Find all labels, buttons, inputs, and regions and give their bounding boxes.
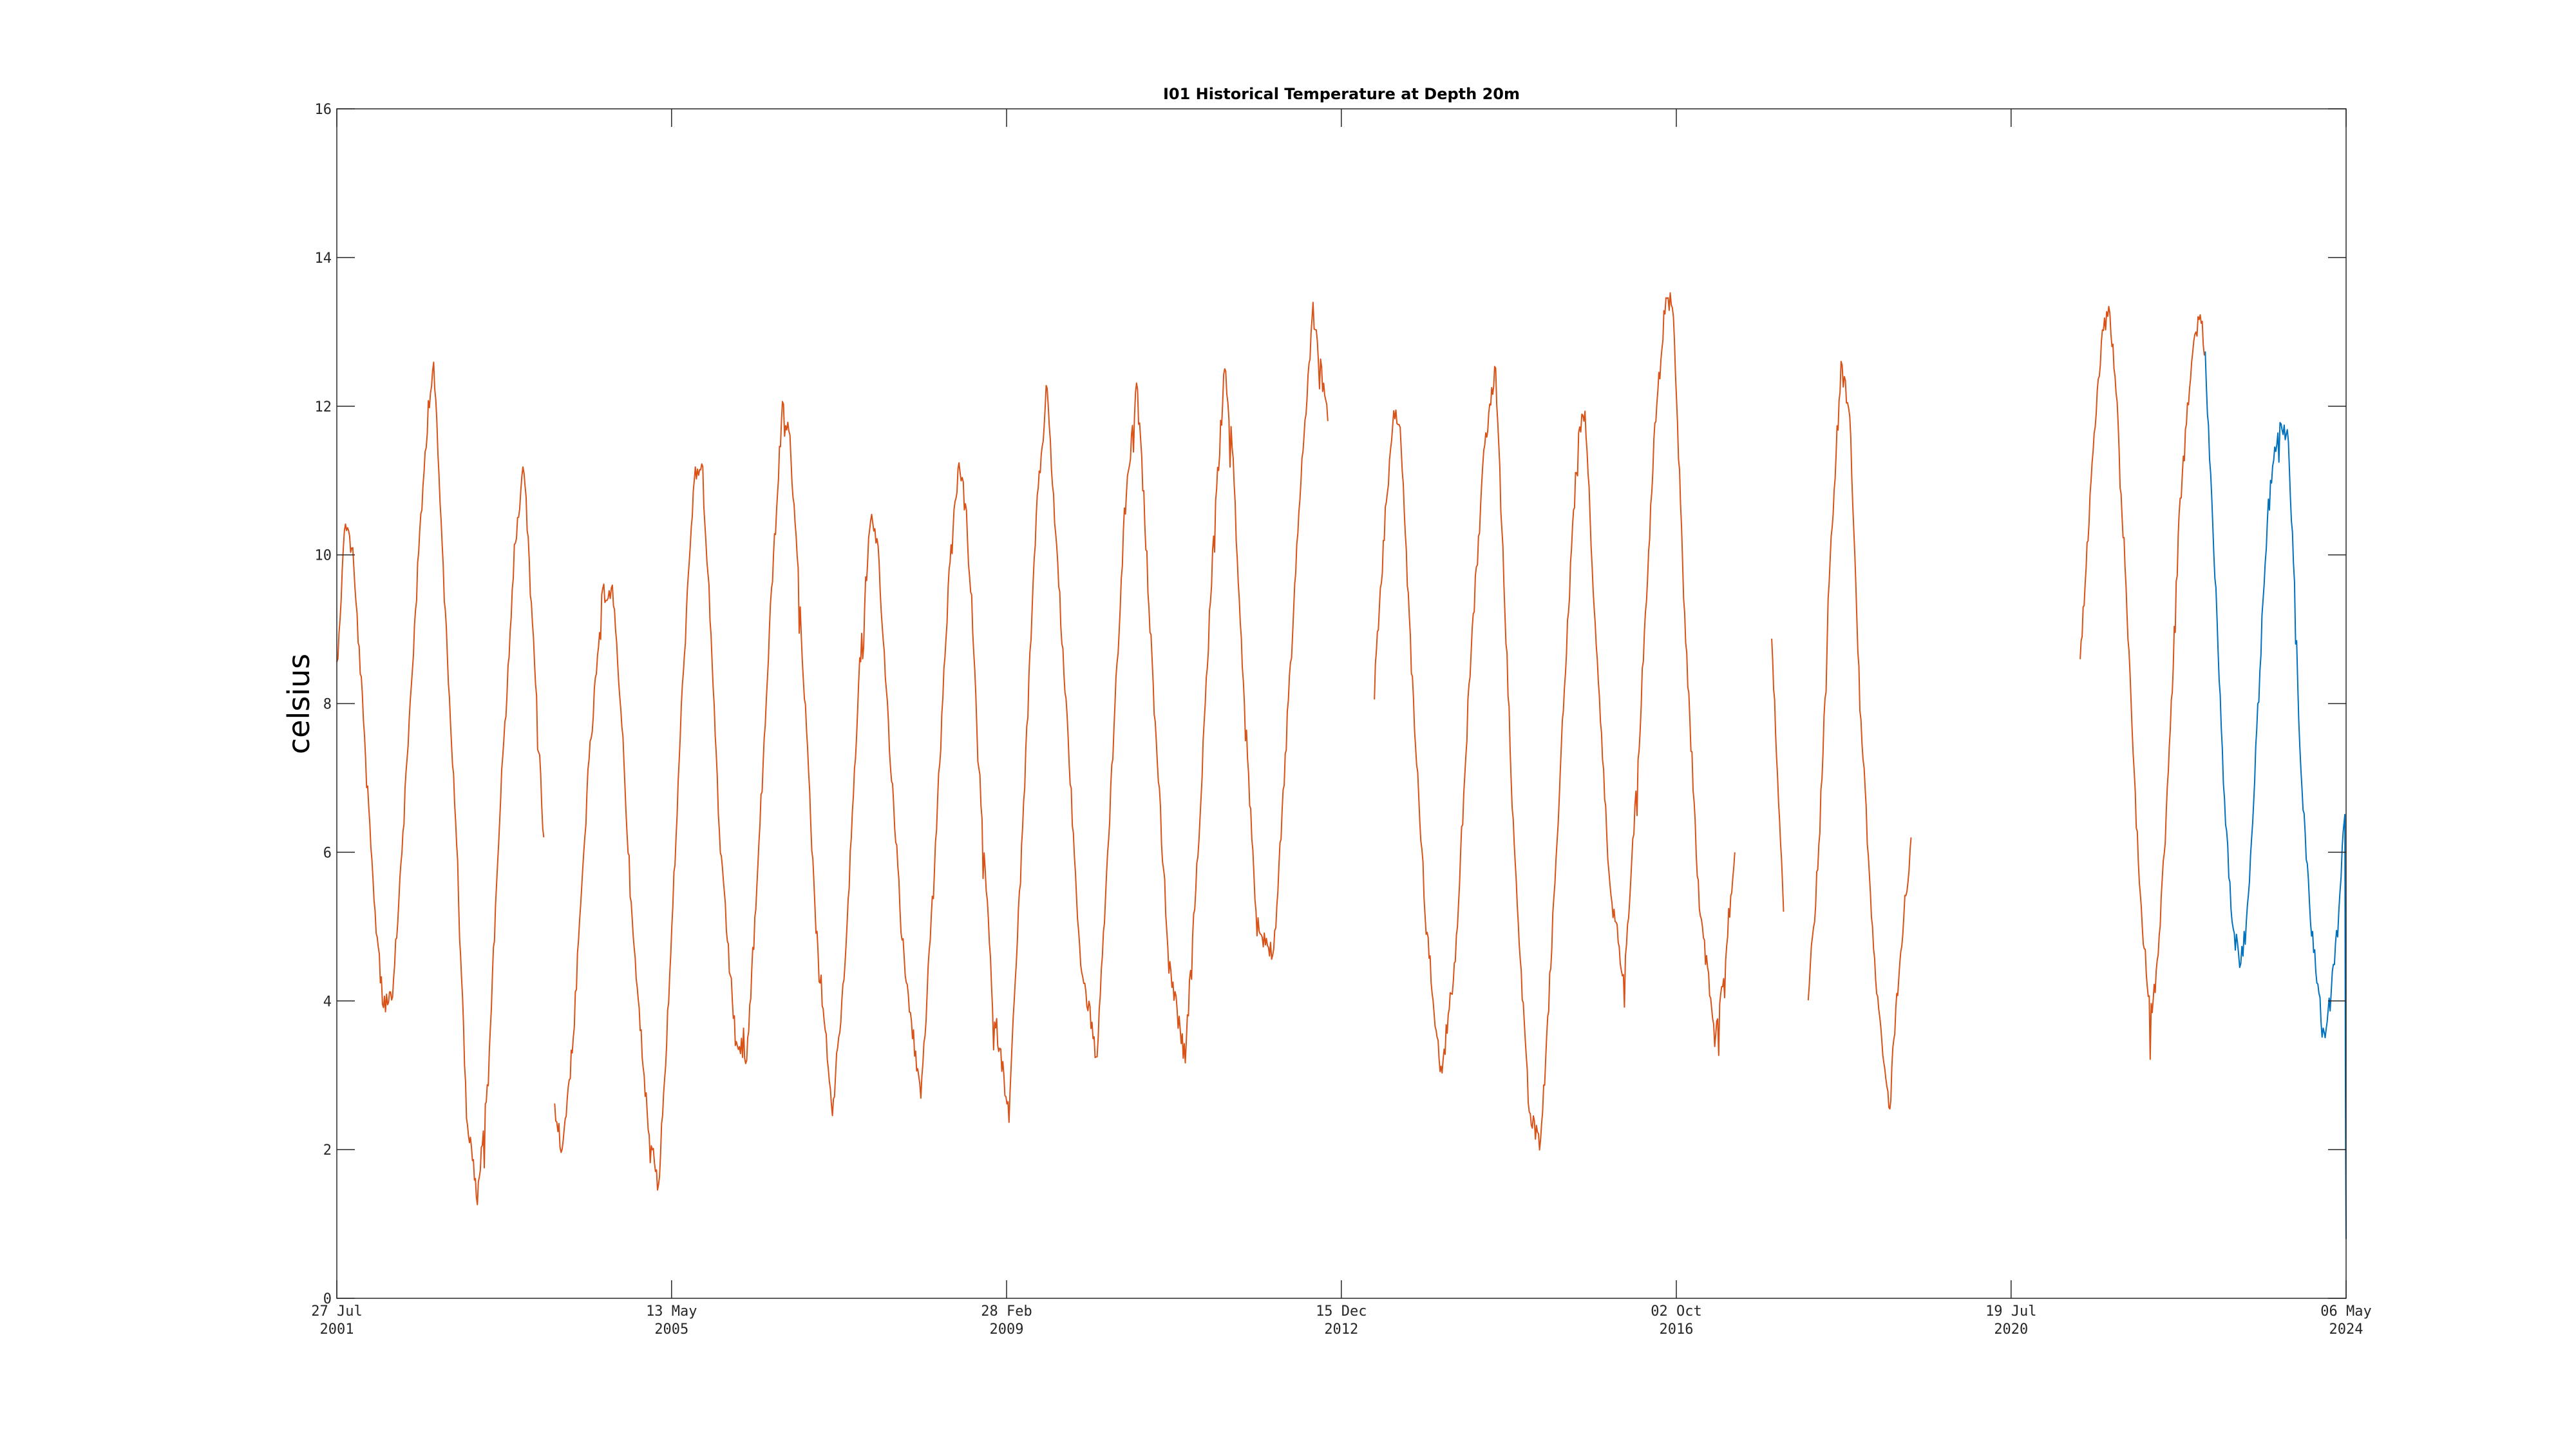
y-tick-label: 0 [323,1291,332,1307]
series-0-segment-5 [2079,305,2206,1060]
y-tick-label: 14 [315,251,332,267]
x-tick-label-year: 2009 [990,1321,1024,1338]
y-tick-label: 8 [323,697,332,713]
x-tick-label-year: 2020 [1994,1321,2028,1338]
y-tick-label: 2 [323,1142,332,1159]
x-tick-label-date: 02 Oct [1651,1303,1701,1320]
x-tick-label-date: 19 Jul [1985,1303,2036,1320]
x-tick-label-year: 2024 [2329,1321,2363,1338]
series-0-segment-0 [336,361,545,1206]
y-axis-label: celsius [281,654,316,754]
y-tick-label: 16 [315,102,332,118]
series-0 [336,292,2206,1206]
series-0-segment-4 [1807,361,1912,1110]
x-tick-label-date: 06 May [2320,1303,2371,1320]
plot-area-frame [336,108,2347,1299]
x-tick-label-year: 2016 [1660,1321,1694,1338]
plot-series [336,292,2347,1239]
series-0-segment-1 [554,301,1329,1191]
x-tick-label-date: 27 Jul [311,1303,362,1320]
x-tick-label-year: 2005 [654,1321,688,1338]
y-tick-label: 4 [323,994,332,1010]
series-1-segment-0 [2204,351,2347,1239]
y-tick-label: 6 [323,845,332,861]
x-tick-label-date: 28 Feb [981,1303,1032,1320]
x-tick-label-year: 2001 [320,1321,354,1338]
x-tick-label-year: 2012 [1324,1321,1358,1338]
series-0-segment-3 [1771,638,1785,912]
y-axis: 0 2 4 6 8 10 12 14 16 [315,102,2346,1307]
x-tick-label-date: 15 Dec [1316,1303,1367,1320]
chart-title: I01 Historical Temperature at Depth 20m [1163,85,1520,103]
y-tick-label: 10 [315,548,332,564]
x-tick-label-date: 13 May [646,1303,697,1320]
series-0-segment-2 [1374,292,1736,1151]
series-1 [2204,351,2347,1239]
y-tick-label: 12 [315,399,332,415]
